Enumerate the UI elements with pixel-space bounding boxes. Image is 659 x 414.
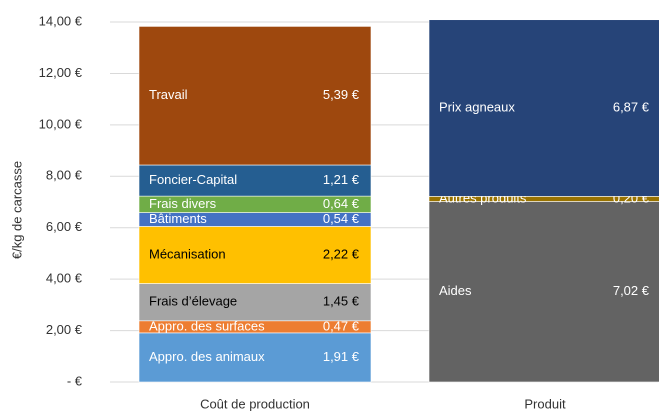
y-tick-label: 8,00 € [46, 168, 83, 183]
segment-name: Travail [149, 87, 188, 102]
segment-name: Frais d’élevage [149, 294, 237, 309]
data-label: 1,45 € [323, 294, 360, 309]
data-label: 6,87 € [613, 99, 650, 114]
data-label: 0,47 € [323, 318, 360, 333]
data-label: 1,91 € [323, 349, 360, 364]
bar-segment [138, 26, 372, 166]
y-tick-label: 4,00 € [46, 271, 83, 286]
y-tick-label: - € [67, 373, 83, 388]
segment-name: Bâtiments [149, 211, 207, 226]
segment-name: Foncier-Capital [149, 172, 237, 187]
x-tick-label: Coût de production [200, 396, 310, 411]
bar-segment [428, 201, 659, 383]
data-label: 1,21 € [323, 172, 360, 187]
bar-segment [138, 226, 372, 284]
segment-name: Appro. des surfaces [149, 318, 265, 333]
segment-name: Mécanisation [149, 246, 226, 261]
bar-segment [138, 332, 372, 383]
segment-name: Prix agneaux [439, 99, 515, 114]
y-axis-label: €/kg de carcasse [9, 161, 24, 259]
segment-name: Appro. des animaux [149, 349, 265, 364]
data-label: 7,02 € [613, 283, 650, 298]
data-label: 2,22 € [323, 246, 360, 261]
segment-name: Aides [439, 283, 472, 298]
bar-segment [138, 164, 372, 197]
y-tick-label: 10,00 € [39, 116, 83, 131]
y-tick-label: 14,00 € [39, 13, 83, 28]
y-tick-label: 2,00 € [46, 322, 83, 337]
y-tick-label: 12,00 € [39, 65, 83, 80]
y-tick-label: 6,00 € [46, 219, 83, 234]
data-label: 5,39 € [323, 87, 360, 102]
data-label: 0,54 € [323, 211, 360, 226]
bar-segment [138, 283, 372, 322]
segment-name: Frais divers [149, 196, 217, 211]
bar-segment [428, 19, 659, 197]
data-label: 0,64 € [323, 196, 360, 211]
x-tick-label: Produit [524, 396, 566, 411]
